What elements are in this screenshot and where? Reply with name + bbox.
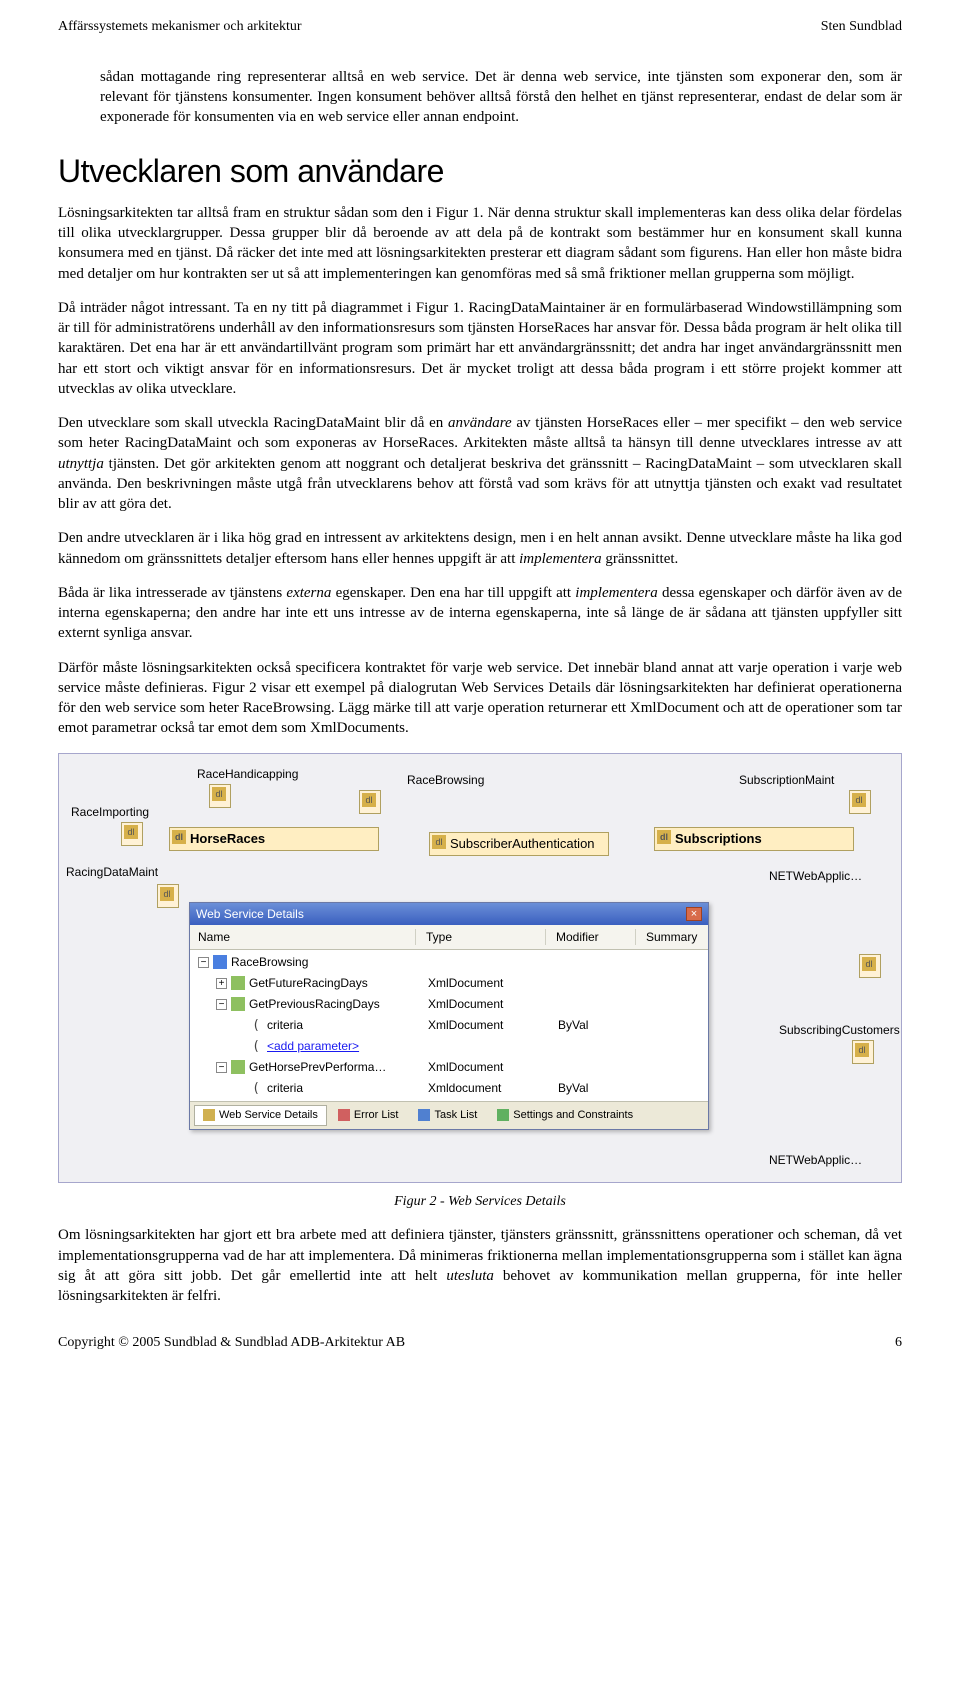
tab-icon [497,1109,509,1121]
tree-item-type: XmlDocument [428,975,558,991]
dialog-titlebar[interactable]: Web Service Details × [190,903,708,925]
tree-row[interactable]: − GetPreviousRacingDays XmlDocument [190,994,708,1015]
tree-item-name: GetFutureRacingDays [249,975,368,991]
tree-row[interactable]: − RaceBrowsing [190,952,708,973]
tree-expander-icon[interactable]: − [216,999,227,1010]
ws-node: dl [209,784,231,808]
label-racebrowsing: RaceBrowsing [407,772,484,788]
tab-label: Error List [354,1108,399,1123]
ws-node: dl [849,790,871,814]
col-name[interactable]: Name [198,929,416,945]
body-paragraph-1: Lösningsarkitekten tar alltså fram en st… [58,203,902,284]
tree-item-type: XmlDocument [428,996,558,1012]
figure-caption: Figur 2 - Web Services Details [58,1193,902,1212]
tree-row[interactable]: (criteria XmldocumentByVal [190,1078,708,1099]
col-type[interactable]: Type [426,929,546,945]
tree-item-name: <add parameter> [267,1038,359,1054]
tree-row[interactable]: (<add parameter> [190,1036,708,1057]
label-subscribingcustomers: SubscribingCustomers [779,1022,900,1038]
tab-label: Web Service Details [219,1108,318,1123]
parameter-icon: ( [249,1017,263,1035]
tab-icon [203,1109,215,1121]
service-subscriberauth: dlSubscriberAuthentication [429,832,609,856]
method-icon [231,1060,245,1074]
tree-item-modifier: ByVal [558,1017,648,1033]
web-service-details-dialog: Web Service Details × Name Type Modifier… [189,902,709,1130]
header-left: Affärssystemets mekanismer och arkitektu… [58,18,302,37]
tab-label: Settings and Constraints [513,1108,633,1123]
section-heading: Utvecklaren som användare [58,150,902,193]
label-raceimporting: RaceImporting [71,804,149,820]
col-summary[interactable]: Summary [646,929,707,945]
ws-node: dl [157,884,179,908]
tree-item-type: Xmldocument [428,1080,558,1096]
tree-row[interactable]: − GetHorsePrevPerforma… XmlDocument [190,1057,708,1078]
label-netwebapplic: NETWebApplic… [769,868,862,884]
tab-label: Task List [434,1108,477,1123]
tab-icon [338,1109,350,1121]
tree-item-name: GetPreviousRacingDays [249,996,380,1012]
dialog-tabs: Web Service Details Error List Task List Se… [190,1101,708,1129]
dialog-tab[interactable]: Error List [329,1105,408,1126]
method-icon [231,976,245,990]
tree-item-name: criteria [267,1017,303,1033]
col-modifier[interactable]: Modifier [556,929,636,945]
tab-icon [418,1109,430,1121]
label-racingdatamaint: RacingDataMaint [66,864,158,880]
tree-item-modifier: ByVal [558,1080,648,1096]
closing-paragraph: Om lösningsarkitekten har gjort ett bra … [58,1225,902,1306]
close-icon[interactable]: × [686,907,702,921]
tree-expander-icon[interactable]: + [216,978,227,989]
service-subscriptions: dlSubscriptions [654,827,854,851]
ws-node: dl [359,790,381,814]
tree-item-name: criteria [267,1080,303,1096]
method-icon [231,997,245,1011]
tree-row[interactable]: (criteria XmlDocumentByVal [190,1015,708,1036]
tree-item-type: XmlDocument [428,1017,558,1033]
tree-expander-icon[interactable]: − [198,957,209,968]
label-subscriptionmaint: SubscriptionMaint [739,772,834,788]
tree-item-type: XmlDocument [428,1059,558,1075]
service-horseraces: dlHorseRaces [169,827,379,851]
class-icon [213,955,227,969]
footer-page-number: 6 [895,1334,902,1353]
body-paragraph-6: Därför måste lösningsarkitekten också sp… [58,658,902,739]
ws-node: dl [121,822,143,846]
footer-copyright: Copyright © 2005 Sundblad & Sundblad ADB… [58,1334,405,1353]
dialog-title-text: Web Service Details [196,906,304,922]
body-paragraph-4: Den andre utvecklaren är i lika hög grad… [58,528,902,569]
body-paragraph-3: Den utvecklare som skall utveckla Racing… [58,413,902,514]
architecture-diagram: RaceHandicapping RaceBrowsing Subscripti… [58,753,902,1183]
ws-node: dl [859,954,881,978]
dialog-rows: − RaceBrowsing + GetFutureRacingDays XmlDocu… [190,950,708,1101]
label-netwebapplic2: NETWebApplic… [769,1152,862,1168]
tree-item-name: RaceBrowsing [231,954,308,970]
ws-node: dl [852,1040,874,1064]
body-paragraph-5: Båda är lika intresserade av tjänstens e… [58,583,902,644]
tree-row[interactable]: + GetFutureRacingDays XmlDocument [190,973,708,994]
tree-item-name: GetHorsePrevPerforma… [249,1059,386,1075]
header-right: Sten Sundblad [821,18,902,37]
dialog-tab[interactable]: Task List [409,1105,486,1126]
label-racehandicapping: RaceHandicapping [197,766,298,782]
intro-paragraph: sådan mottagande ring representerar allt… [100,67,902,128]
body-paragraph-2: Då inträder något intressant. Ta en ny t… [58,298,902,399]
tree-expander-icon[interactable]: − [216,1062,227,1073]
parameter-icon: ( [249,1080,263,1098]
dialog-column-headers: Name Type Modifier Summary [190,925,708,950]
dialog-tab[interactable]: Web Service Details [194,1105,327,1126]
parameter-icon: ( [249,1038,263,1056]
dialog-tab[interactable]: Settings and Constraints [488,1105,642,1126]
